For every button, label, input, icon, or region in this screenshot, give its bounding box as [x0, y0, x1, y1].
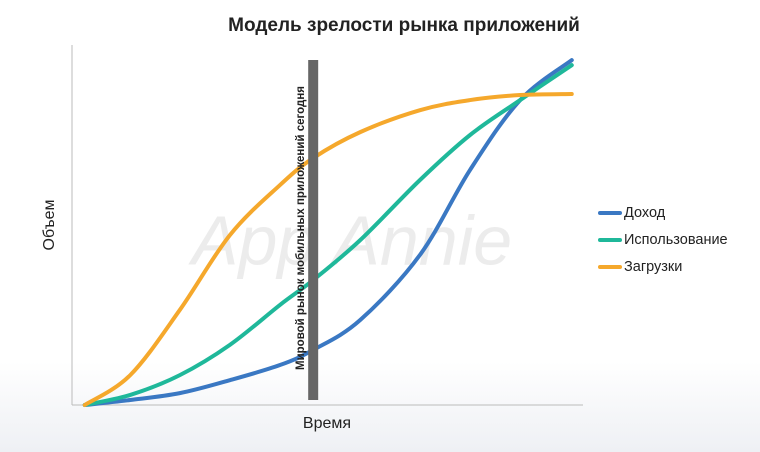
watermark: App Annie — [188, 201, 512, 279]
marker-bar — [308, 60, 319, 400]
chart-title: Модель зрелости рынка приложений — [228, 15, 580, 36]
legend-label: Загрузки — [624, 259, 682, 275]
legend-label: Использование — [624, 232, 728, 248]
legend-label: Доход — [624, 205, 666, 221]
series-line — [82, 58, 574, 407]
series-line — [82, 91, 574, 407]
x-axis-label: Время — [303, 415, 351, 432]
y-axis-label: Объем — [41, 200, 58, 251]
annotation: Мировой рынок мобильных приложений сегод… — [295, 86, 307, 370]
